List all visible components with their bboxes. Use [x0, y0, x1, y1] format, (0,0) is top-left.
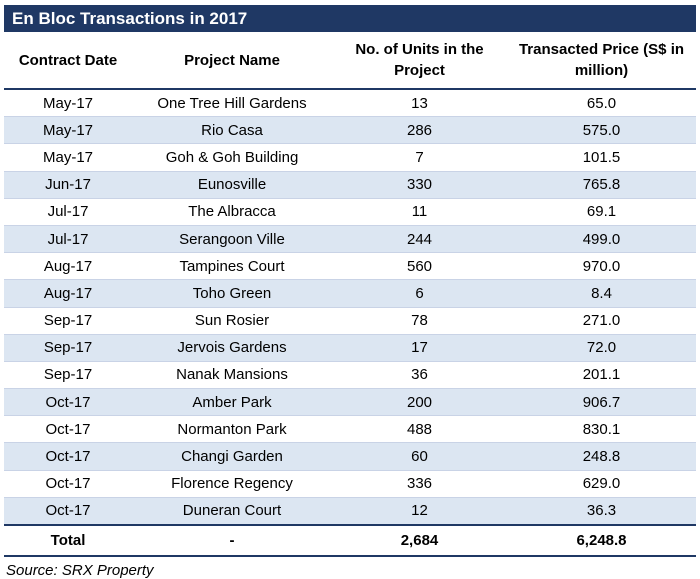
cell-units: 200 — [332, 388, 507, 417]
table-row: Jun-17 Eunosville 330 765.8 — [4, 171, 696, 199]
table-row: May-17 Goh & Goh Building 7 101.5 — [4, 143, 696, 172]
cell-price: 248.8 — [507, 442, 696, 471]
cell-contract-date: Sep-17 — [4, 334, 132, 362]
cell-units: 336 — [332, 470, 507, 498]
table-row: May-17 Rio Casa 286 575.0 — [4, 116, 696, 145]
cell-contract-date: Sep-17 — [4, 307, 132, 335]
cell-project-name: Normanton Park — [132, 415, 332, 444]
total-units: 2,684 — [332, 524, 507, 557]
table-row: May-17 One Tree Hill Gardens 13 65.0 — [4, 89, 696, 118]
table-row: Oct-17 Normanton Park 488 830.1 — [4, 415, 696, 444]
cell-units: 330 — [332, 171, 507, 199]
cell-contract-date: Jul-17 — [4, 198, 132, 226]
cell-price: 72.0 — [507, 334, 696, 362]
cell-units: 286 — [332, 116, 507, 145]
table-row: Jul-17 The Albracca 11 69.1 — [4, 198, 696, 226]
header-units: No. of Units in the Project — [332, 32, 507, 90]
cell-price: 970.0 — [507, 252, 696, 281]
cell-contract-date: Aug-17 — [4, 252, 132, 281]
cell-project-name: Rio Casa — [132, 116, 332, 145]
cell-price: 499.0 — [507, 225, 696, 254]
cell-price: 36.3 — [507, 497, 696, 526]
cell-contract-date: Jun-17 — [4, 171, 132, 199]
cell-units: 6 — [332, 279, 507, 308]
table-title: En Bloc Transactions in 2017 — [4, 5, 696, 32]
cell-units: 36 — [332, 361, 507, 390]
cell-contract-date: Oct-17 — [4, 470, 132, 498]
cell-project-name: Tampines Court — [132, 252, 332, 281]
cell-project-name: One Tree Hill Gardens — [132, 89, 332, 118]
cell-contract-date: Oct-17 — [4, 388, 132, 417]
header-row: Contract Date Project Name No. of Units … — [4, 32, 696, 90]
table-row: Oct-17 Changi Garden 60 248.8 — [4, 442, 696, 471]
cell-units: 78 — [332, 307, 507, 335]
cell-contract-date: Oct-17 — [4, 497, 132, 526]
cell-units: 13 — [332, 89, 507, 118]
cell-contract-date: Jul-17 — [4, 225, 132, 254]
cell-contract-date: May-17 — [4, 143, 132, 172]
header-price: Transacted Price (S$ in million) — [507, 32, 696, 90]
cell-units: 12 — [332, 497, 507, 526]
cell-price: 830.1 — [507, 415, 696, 444]
table-row: Oct-17 Duneran Court 12 36.3 — [4, 497, 696, 526]
cell-units: 11 — [332, 198, 507, 226]
table-row: Sep-17 Jervois Gardens 17 72.0 — [4, 334, 696, 362]
cell-contract-date: May-17 — [4, 89, 132, 118]
table-row: Sep-17 Nanak Mansions 36 201.1 — [4, 361, 696, 390]
cell-project-name: Amber Park — [132, 388, 332, 417]
cell-units: 7 — [332, 143, 507, 172]
cell-price: 201.1 — [507, 361, 696, 390]
total-price: 6,248.8 — [507, 524, 696, 557]
cell-project-name: Eunosville — [132, 171, 332, 199]
cell-units: 60 — [332, 442, 507, 471]
table-row: Jul-17 Serangoon Ville 244 499.0 — [4, 225, 696, 254]
cell-price: 65.0 — [507, 89, 696, 118]
cell-contract-date: May-17 — [4, 116, 132, 145]
cell-project-name: Toho Green — [132, 279, 332, 308]
cell-project-name: Goh & Goh Building — [132, 143, 332, 172]
cell-contract-date: Oct-17 — [4, 415, 132, 444]
cell-project-name: Jervois Gardens — [132, 334, 332, 362]
cell-price: 69.1 — [507, 198, 696, 226]
cell-price: 271.0 — [507, 307, 696, 335]
table-container: En Bloc Transactions in 2017 Contract Da… — [4, 5, 696, 579]
cell-project-name: Serangoon Ville — [132, 225, 332, 254]
cell-project-name: The Albracca — [132, 198, 332, 226]
cell-project-name: Duneran Court — [132, 497, 332, 526]
total-project: - — [132, 524, 332, 557]
table-row: Oct-17 Amber Park 200 906.7 — [4, 388, 696, 417]
header-contract-date: Contract Date — [4, 32, 132, 90]
cell-contract-date: Oct-17 — [4, 442, 132, 471]
cell-units: 488 — [332, 415, 507, 444]
cell-contract-date: Sep-17 — [4, 361, 132, 390]
transactions-table: Contract Date Project Name No. of Units … — [4, 32, 696, 557]
cell-units: 17 — [332, 334, 507, 362]
source-note: Source: SRX Property — [6, 562, 154, 579]
cell-project-name: Changi Garden — [132, 442, 332, 471]
cell-project-name: Nanak Mansions — [132, 361, 332, 390]
cell-project-name: Sun Rosier — [132, 307, 332, 335]
cell-price: 765.8 — [507, 171, 696, 199]
cell-contract-date: Aug-17 — [4, 279, 132, 308]
cell-units: 244 — [332, 225, 507, 254]
cell-price: 906.7 — [507, 388, 696, 417]
cell-price: 8.4 — [507, 279, 696, 308]
table-row: Aug-17 Tampines Court 560 970.0 — [4, 252, 696, 281]
cell-units: 560 — [332, 252, 507, 281]
total-label: Total — [4, 524, 132, 557]
cell-price: 575.0 — [507, 116, 696, 145]
cell-project-name: Florence Regency — [132, 470, 332, 498]
cell-price: 629.0 — [507, 470, 696, 498]
table-row: Aug-17 Toho Green 6 8.4 — [4, 279, 696, 308]
cell-price: 101.5 — [507, 143, 696, 172]
header-project-name: Project Name — [132, 32, 332, 90]
total-row: Total - 2,684 6,248.8 — [4, 524, 696, 557]
table-row: Sep-17 Sun Rosier 78 271.0 — [4, 307, 696, 335]
table-row: Oct-17 Florence Regency 336 629.0 — [4, 470, 696, 498]
